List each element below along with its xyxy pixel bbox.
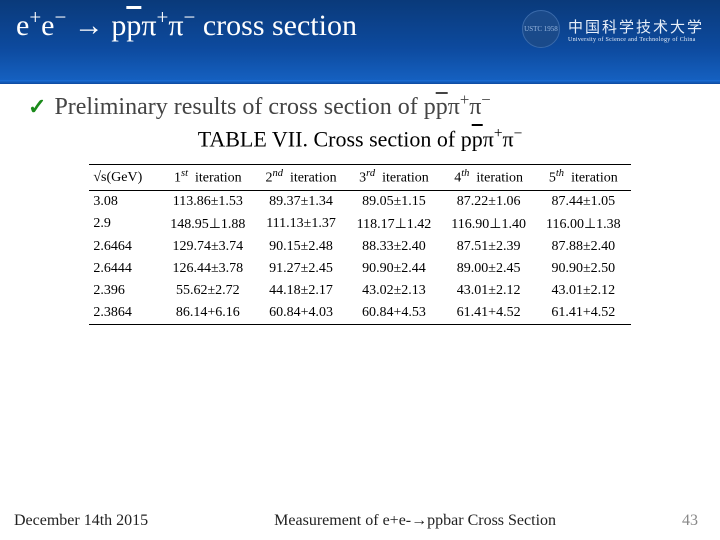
table-cell: 88.33±2.40 (347, 236, 442, 258)
footer-date: December 14th 2015 (14, 512, 148, 530)
table-cell: 43.01±2.12 (536, 280, 631, 302)
table-cell: 61.41+4.52 (441, 302, 536, 325)
subtitle-text: Preliminary results of cross section of … (54, 90, 490, 121)
table-row: 3.08113.86±1.5389.37±1.3489.05±1.1587.22… (89, 190, 630, 213)
table-cell: 90.15±2.48 (255, 236, 346, 258)
cross-section-table: √s(GeV)1st iteration2nd iteration3rd ite… (89, 164, 630, 325)
table-head: √s(GeV)1st iteration2nd iteration3rd ite… (89, 165, 630, 191)
table-cell: 89.05±1.15 (347, 190, 442, 213)
table-column-header: 1st iteration (160, 165, 255, 191)
table-cell: 55.62±2.72 (160, 280, 255, 302)
table-cell: 3.08 (89, 190, 160, 213)
table-cell: 87.22±1.06 (441, 190, 536, 213)
table-cell: 129.74±3.74 (160, 236, 255, 258)
table-row: 2.9148.95⊥1.88111.13±1.37118.17⊥1.42116.… (89, 213, 630, 236)
table-cell: 2.3864 (89, 302, 160, 325)
table-cell: 60.84+4.03 (255, 302, 346, 325)
check-icon: ✓ (28, 94, 46, 120)
slide-header: e+e− → ppπ+π− cross section USTC 1958 中国… (0, 0, 720, 80)
table-caption: TABLE VII. Cross section of ppπ+π− (28, 125, 692, 152)
table-cell: 60.84+4.53 (347, 302, 442, 325)
table-cell: 2.9 (89, 213, 160, 236)
table-cell: 61.41+4.52 (536, 302, 631, 325)
table-body: 3.08113.86±1.5389.37±1.3489.05±1.1587.22… (89, 190, 630, 324)
slide-title: e+e− → ppπ+π− cross section (16, 6, 522, 42)
table-cell: 2.6464 (89, 236, 160, 258)
table-cell: 111.13±1.37 (255, 213, 346, 236)
table-column-header: 3rd iteration (347, 165, 442, 191)
table-cell: 116.90⊥1.40 (441, 213, 536, 236)
table-cell: 90.90±2.50 (536, 258, 631, 280)
table-cell: 87.88±2.40 (536, 236, 631, 258)
table-column-header: √s(GeV) (89, 165, 160, 191)
university-name-en: University of Science and Technology of … (568, 37, 704, 43)
footer-title: Measurement of e+e-→ppbar Cross Section (274, 512, 556, 530)
slide-footer: December 14th 2015 Measurement of e+e-→p… (0, 512, 720, 530)
table-column-header: 4th iteration (441, 165, 536, 191)
subtitle-row: ✓ Preliminary results of cross section o… (28, 90, 692, 121)
table-cell: 2.396 (89, 280, 160, 302)
table-cell: 87.51±2.39 (441, 236, 536, 258)
table-cell: 148.95⊥1.88 (160, 213, 255, 236)
table-cell: 44.18±2.17 (255, 280, 346, 302)
table-cell: 2.6444 (89, 258, 160, 280)
table-cell: 118.17⊥1.42 (347, 213, 442, 236)
table-cell: 126.44±3.78 (160, 258, 255, 280)
table-cell: 43.02±2.13 (347, 280, 442, 302)
university-logo: USTC 1958 中国科学技术大学 University of Science… (522, 10, 704, 48)
seal-text: USTC 1958 (524, 26, 558, 33)
university-name-block: 中国科学技术大学 University of Science and Techn… (568, 16, 704, 43)
table-cell: 116.00⊥1.38 (536, 213, 631, 236)
table-column-header: 5th iteration (536, 165, 631, 191)
table-cell: 89.00±2.45 (441, 258, 536, 280)
table-row: 2.6444126.44±3.7891.27±2.4590.90±2.4489.… (89, 258, 630, 280)
page-number: 43 (682, 512, 698, 530)
slide-content: ✓ Preliminary results of cross section o… (0, 84, 720, 540)
table-row: 2.386486.14+6.1660.84+4.0360.84+4.5361.4… (89, 302, 630, 325)
slide-root: e+e− → ppπ+π− cross section USTC 1958 中国… (0, 0, 720, 540)
table-column-header: 2nd iteration (255, 165, 346, 191)
table-cell: 91.27±2.45 (255, 258, 346, 280)
university-seal-icon: USTC 1958 (522, 10, 560, 48)
table-cell: 86.14+6.16 (160, 302, 255, 325)
table-cell: 87.44±1.05 (536, 190, 631, 213)
university-name-cn: 中国科学技术大学 (568, 16, 704, 37)
table-row: 2.39655.62±2.7244.18±2.1743.02±2.1343.01… (89, 280, 630, 302)
table-cell: 90.90±2.44 (347, 258, 442, 280)
table-cell: 113.86±1.53 (160, 190, 255, 213)
table-row: 2.6464129.74±3.7490.15±2.4888.33±2.4087.… (89, 236, 630, 258)
table-cell: 43.01±2.12 (441, 280, 536, 302)
table-cell: 89.37±1.34 (255, 190, 346, 213)
table-header-row: √s(GeV)1st iteration2nd iteration3rd ite… (89, 165, 630, 191)
